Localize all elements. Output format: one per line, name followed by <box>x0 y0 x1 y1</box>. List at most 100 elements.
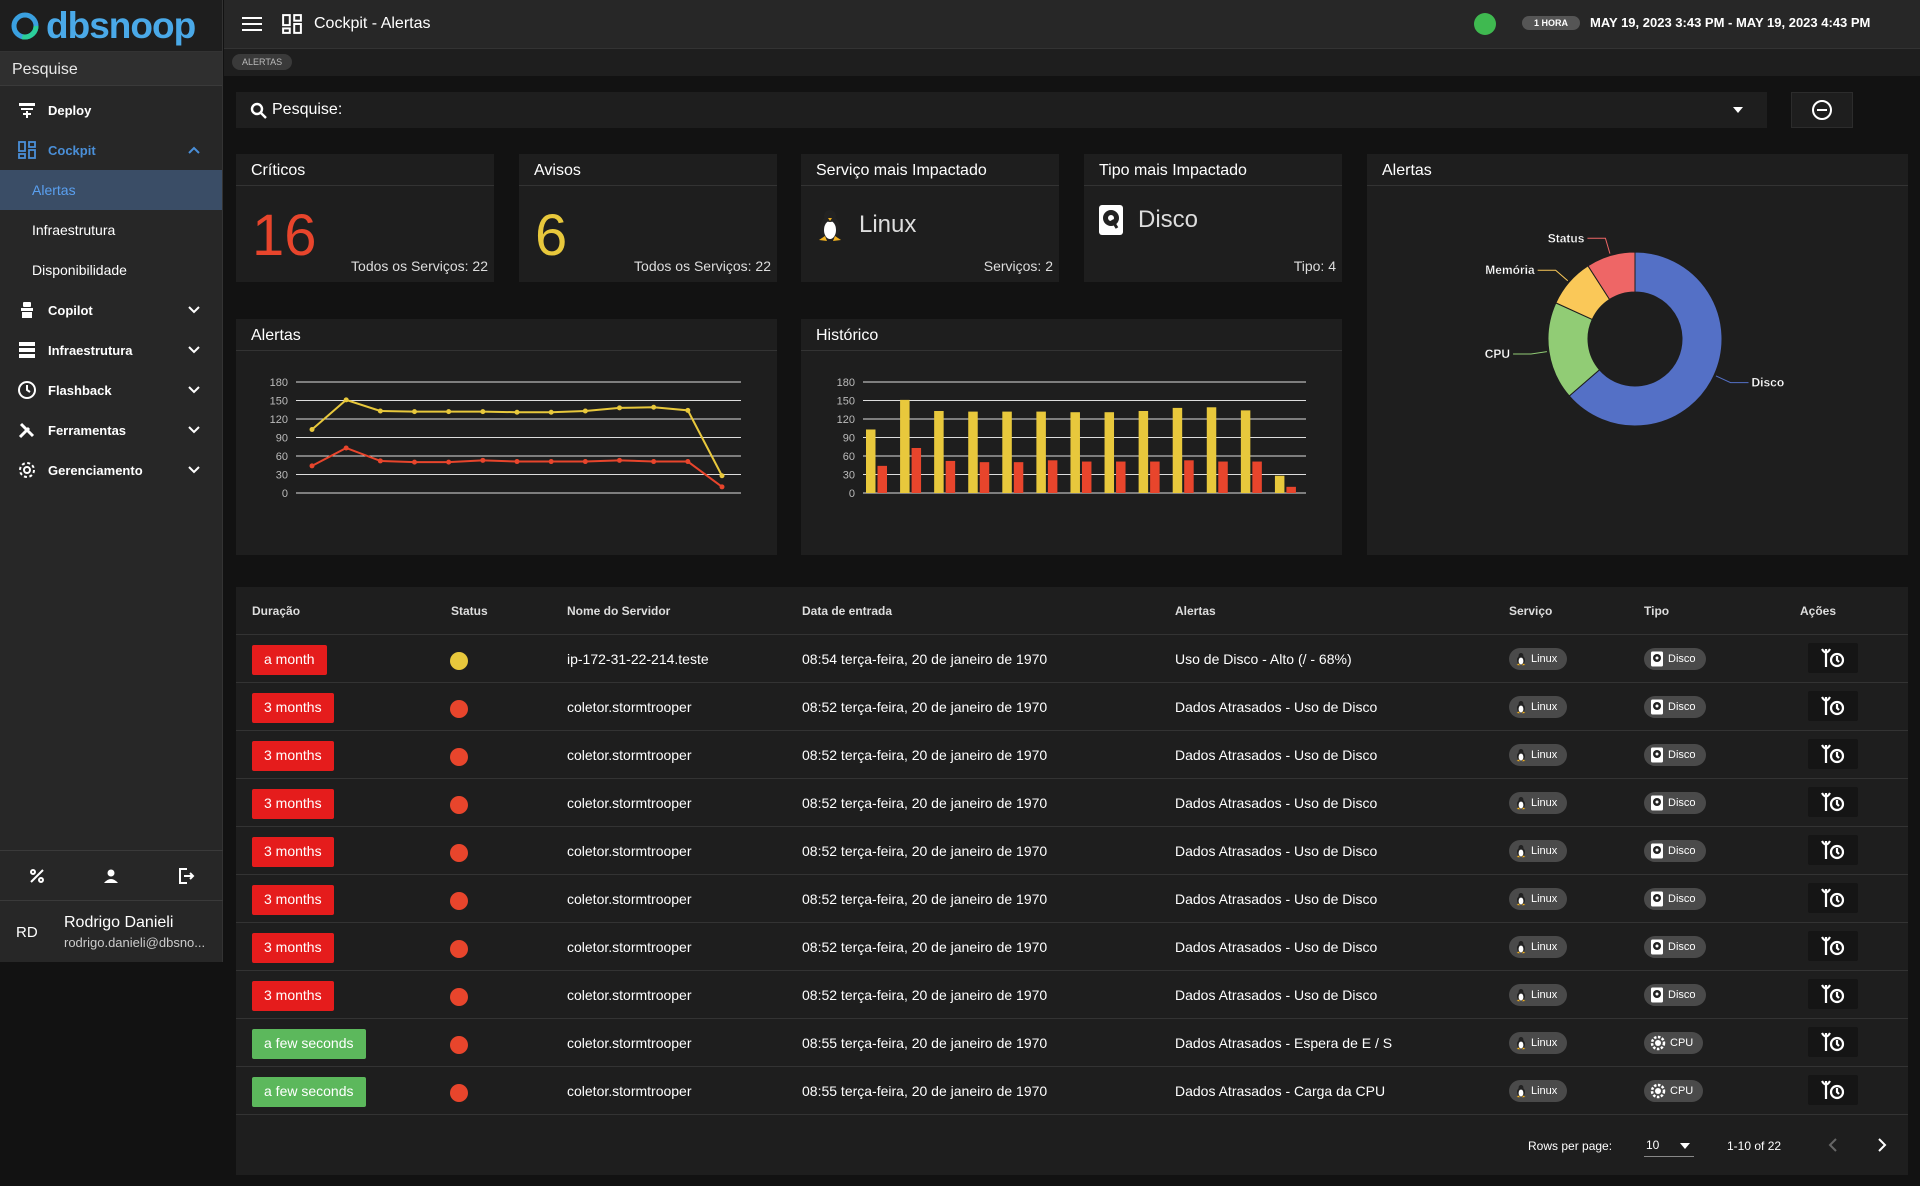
data-point[interactable] <box>514 409 520 415</box>
data-point[interactable] <box>651 459 657 465</box>
bar[interactable] <box>866 429 876 493</box>
table-row[interactable]: 3 months coletor.stormtrooper 08:52 terça-… <box>236 779 1908 827</box>
data-point[interactable] <box>617 405 622 411</box>
bar[interactable] <box>1070 412 1080 493</box>
bar[interactable] <box>1081 461 1092 493</box>
ack-action-button[interactable] <box>1808 787 1858 817</box>
bar[interactable] <box>911 447 922 493</box>
header-tipo[interactable]: Tipo <box>1644 604 1670 618</box>
sidebar-item-gerenciamento[interactable]: Gerenciamento <box>0 450 222 490</box>
bar[interactable] <box>1047 460 1058 493</box>
date-range[interactable]: MAY 19, 2023 3:43 PM - MAY 19, 2023 4:43… <box>1590 15 1871 30</box>
theme-toggle-icon[interactable] <box>28 867 46 885</box>
bar[interactable] <box>1172 407 1183 493</box>
data-point[interactable] <box>582 459 588 465</box>
breadcrumb-item[interactable]: ALERTAS <box>232 54 293 70</box>
data-point[interactable] <box>582 408 588 414</box>
profile-icon[interactable] <box>102 867 120 885</box>
bar[interactable] <box>1036 411 1046 493</box>
data-point[interactable] <box>719 473 725 479</box>
data-point[interactable] <box>617 457 622 463</box>
data-point[interactable] <box>685 407 691 413</box>
header-servico[interactable]: Serviço <box>1509 604 1553 618</box>
bar[interactable] <box>979 462 990 493</box>
header-duracao[interactable]: Duração <box>252 604 301 618</box>
data-point[interactable] <box>343 445 349 451</box>
header-servidor[interactable]: Nome do Servidor <box>567 604 671 618</box>
sidebar-item-copilot[interactable]: Copilot <box>0 290 222 330</box>
data-point[interactable] <box>412 409 417 415</box>
bar[interactable] <box>1240 410 1251 493</box>
data-point[interactable] <box>719 484 725 490</box>
bar[interactable] <box>1116 461 1126 493</box>
table-row[interactable]: 3 months coletor.stormtrooper 08:52 terça-… <box>236 731 1908 779</box>
table-row[interactable]: 3 months coletor.stormtrooper 08:52 terça-… <box>236 923 1908 971</box>
sidebar-item-deploy[interactable]: Deploy <box>0 90 222 130</box>
ack-action-button[interactable] <box>1808 979 1858 1009</box>
clear-filter-button[interactable] <box>1791 92 1853 128</box>
data-point[interactable] <box>548 459 554 465</box>
bar[interactable] <box>934 410 944 493</box>
bar[interactable] <box>877 465 888 493</box>
bar[interactable] <box>900 399 910 493</box>
bar[interactable] <box>1104 412 1115 493</box>
data-point[interactable] <box>514 459 520 465</box>
header-status[interactable]: Status <box>451 604 488 618</box>
data-point[interactable] <box>377 408 383 414</box>
search-bar[interactable] <box>236 92 1767 128</box>
user-info[interactable]: RD Rodrigo Danieli rodrigo.danieli@dbsno… <box>0 901 223 963</box>
table-row[interactable]: a few seconds coletor.stormtrooper 08:55 t… <box>236 1019 1908 1067</box>
bar[interactable] <box>1013 462 1024 493</box>
ack-action-button[interactable] <box>1808 643 1858 673</box>
alertas-donut-chart[interactable]: Disco CPU Memória Status <box>1367 187 1908 555</box>
pie-slice[interactable] <box>1568 251 1723 427</box>
sidebar-item-cockpit[interactable]: Cockpit <box>0 130 222 170</box>
search-input[interactable] <box>272 101 1672 119</box>
bar[interactable] <box>1206 407 1217 493</box>
ack-action-button[interactable] <box>1808 931 1858 961</box>
data-point[interactable] <box>446 409 452 415</box>
data-point[interactable] <box>309 426 315 432</box>
table-row[interactable]: 3 months coletor.stormtrooper 08:52 terça-… <box>236 683 1908 731</box>
table-row[interactable]: 3 months coletor.stormtrooper 08:52 terça-… <box>236 971 1908 1019</box>
data-point[interactable] <box>651 404 657 410</box>
ack-action-button[interactable] <box>1808 883 1858 913</box>
sidebar-search[interactable]: Pesquise <box>0 52 222 86</box>
table-row[interactable]: 3 months coletor.stormtrooper 08:52 terça-… <box>236 875 1908 923</box>
bar[interactable] <box>1286 486 1296 493</box>
ack-action-button[interactable] <box>1808 739 1858 769</box>
data-point[interactable] <box>480 409 486 415</box>
bar[interactable] <box>945 460 956 493</box>
header-alertas[interactable]: Alertas <box>1175 604 1216 618</box>
logout-icon[interactable] <box>177 867 195 885</box>
ack-action-button[interactable] <box>1808 1075 1858 1105</box>
menu-icon[interactable] <box>242 16 262 32</box>
historico-bar-chart[interactable]: 0 30 60 90 120 150 180 <box>801 352 1342 555</box>
sidebar-subitem-disponibilidade[interactable]: Disponibilidade <box>32 262 127 278</box>
sidebar-item-flashback[interactable]: Flashback <box>0 370 222 410</box>
ack-action-button[interactable] <box>1808 1027 1858 1057</box>
sidebar-subitem-infraestrutura[interactable]: Infraestrutura <box>32 222 116 238</box>
data-point[interactable] <box>377 458 383 464</box>
sidebar-item-infraestrutura[interactable]: Infraestrutura <box>0 330 222 370</box>
bar[interactable] <box>968 411 978 493</box>
data-point[interactable] <box>685 459 691 465</box>
bar[interactable] <box>1002 411 1012 493</box>
ack-action-button[interactable] <box>1808 691 1858 721</box>
alertas-line-chart[interactable]: 0 30 60 90 120 150 180 <box>236 352 777 555</box>
rows-per-page-select[interactable]: 10 <box>1644 1133 1694 1157</box>
bar[interactable] <box>1218 461 1228 493</box>
header-data[interactable]: Data de entrada <box>802 604 893 618</box>
table-row[interactable]: a month ip-172-31-22-214.teste 08:54 terça… <box>236 635 1908 683</box>
data-point[interactable] <box>548 409 554 415</box>
bar[interactable] <box>1274 475 1285 493</box>
bar[interactable] <box>1252 461 1262 493</box>
ack-action-button[interactable] <box>1808 835 1858 865</box>
sidebar-subitem-alertas[interactable]: Alertas <box>0 170 222 210</box>
table-row[interactable]: 3 months coletor.stormtrooper 08:52 terça-… <box>236 827 1908 875</box>
sidebar-item-ferramentas[interactable]: Ferramentas <box>0 410 222 450</box>
data-point[interactable] <box>343 397 349 403</box>
logo[interactable]: dbsnoop <box>0 0 222 52</box>
bar[interactable] <box>1150 461 1160 493</box>
time-range-badge[interactable]: 1 HORA <box>1522 16 1581 30</box>
